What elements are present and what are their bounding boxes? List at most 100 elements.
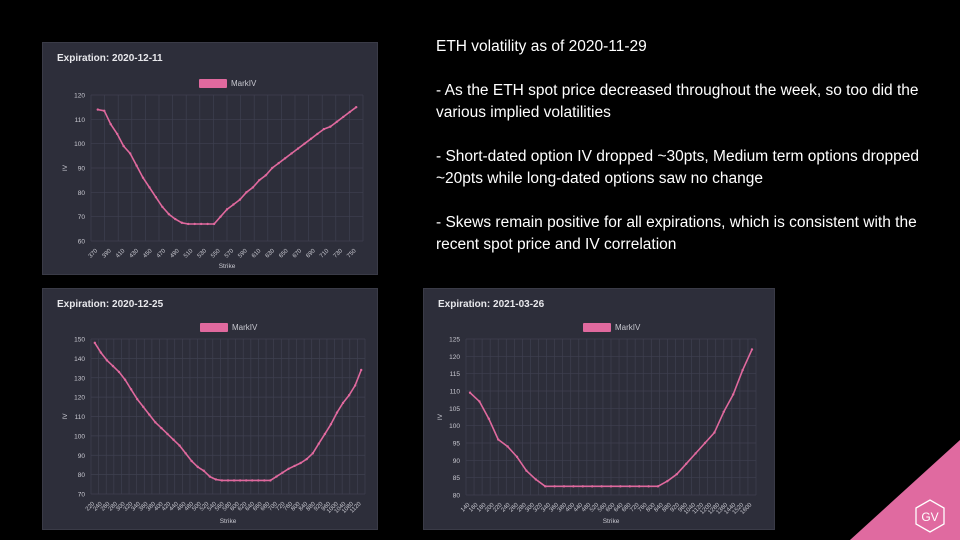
x-tick-label: 560 [214, 501, 226, 513]
x-tick-label: 800 [645, 502, 657, 514]
y-tick-label: 115 [450, 371, 461, 378]
data-point [123, 378, 127, 381]
data-point [202, 469, 205, 472]
data-point [348, 110, 351, 114]
x-tick-label: 510 [183, 248, 195, 260]
data-point [741, 369, 744, 372]
y-tick-label: 105 [449, 406, 460, 413]
data-point [299, 461, 302, 465]
data-point [713, 431, 716, 434]
data-point [647, 485, 650, 488]
y-tick-label: 70 [78, 214, 86, 221]
data-point [347, 393, 351, 397]
data-point [135, 164, 138, 167]
x-tick-label: 700 [268, 501, 280, 513]
y-tick-label: 60 [78, 239, 86, 246]
data-point [317, 442, 321, 445]
y-tick-label: 80 [78, 472, 86, 479]
x-tick-label: 540 [207, 501, 219, 513]
x-tick-label: 920 [313, 501, 325, 513]
x-tick-label: 650 [278, 248, 290, 260]
x-tick-label: 600 [605, 502, 617, 514]
iv-chart-2021-03-26: MarkIV 80 85 90 95 100 105 110 115 120 125 14016018… [437, 323, 757, 525]
x-tick-label: 200 [484, 502, 496, 514]
data-point [103, 109, 106, 113]
x-tick-label: 500 [191, 501, 203, 513]
x-tick-label: 240 [500, 502, 512, 514]
y-tick-label: 110 [75, 117, 86, 124]
data-point [619, 485, 622, 488]
commentary-heading: ETH volatility as of 2020-11-29 [436, 38, 647, 55]
data-point [220, 479, 224, 482]
data-point [311, 452, 314, 455]
data-point [515, 455, 519, 459]
data-point [245, 191, 248, 194]
x-tick-label: 380 [557, 502, 569, 514]
x-tick-label: 620 [237, 501, 249, 513]
y-tick-label: 100 [74, 141, 85, 148]
data-point [703, 441, 707, 445]
data-point [572, 485, 575, 488]
data-point [96, 108, 99, 111]
data-point [478, 400, 481, 403]
y-tick-label: 90 [78, 453, 86, 460]
x-tick-label: 630 [265, 248, 277, 260]
y-tick-label: 85 [453, 475, 461, 482]
data-point [174, 217, 177, 221]
x-tick-label: 570 [224, 248, 236, 260]
x-tick-label: 480 [581, 502, 593, 514]
chart-title: Expiration: 2021-03-26 [438, 299, 545, 310]
x-tick-label: 550 [210, 248, 222, 260]
data-point [322, 127, 326, 131]
x-tick-label: 760 [283, 501, 295, 513]
data-point [225, 208, 229, 211]
data-point [359, 368, 363, 372]
x-tick-label: 670 [292, 248, 304, 260]
y-tick-label: 90 [78, 166, 86, 173]
data-point [206, 222, 209, 226]
data-point [722, 410, 725, 413]
x-tick-label: 840 [653, 502, 665, 514]
data-point [264, 174, 267, 177]
chart-panel-2020-12-11: Expiration: 2020-12-11 MarkIV 60 70 80 90 100… [42, 42, 378, 275]
data-point [335, 120, 339, 123]
x-tick-label: 580 [222, 501, 234, 513]
y-tick-label: 100 [74, 433, 85, 440]
data-point [214, 478, 218, 481]
x-tick-label: 560 [597, 502, 609, 514]
data-point [111, 364, 115, 368]
data-point [128, 152, 132, 155]
y-axis-label: IV [62, 164, 69, 171]
data-point [238, 479, 242, 482]
data-point [468, 391, 472, 394]
data-point [534, 478, 538, 481]
x-tick-label: 690 [305, 248, 317, 260]
x-tick-label: 220 [492, 502, 504, 514]
data-point [666, 479, 669, 483]
data-point [287, 467, 290, 471]
logo-text: GV [921, 510, 938, 524]
x-tick-label: 300 [525, 502, 537, 514]
x-tick-label: 140 [460, 502, 472, 514]
logo-hexagon [915, 499, 945, 533]
y-tick-label: 95 [453, 441, 461, 448]
chart-title: Expiration: 2020-12-25 [57, 299, 164, 310]
data-point [316, 132, 319, 136]
data-point [122, 144, 125, 148]
iv-chart-2020-12-11: MarkIV 60 70 80 90 100 110 120 370 390 410 430 450 47… [62, 79, 364, 270]
x-tick-label: 480 [184, 501, 196, 513]
x-tick-label: 260 [508, 502, 520, 514]
data-point [251, 479, 254, 482]
x-tick-label: 360 [549, 502, 561, 514]
legend-swatch [200, 323, 228, 332]
y-axis-label: IV [62, 413, 69, 420]
data-point [251, 186, 255, 189]
data-point [544, 485, 547, 488]
data-point [172, 438, 175, 441]
data-point [257, 479, 260, 482]
y-axis-label: IV [437, 413, 444, 420]
data-point [219, 215, 222, 218]
data-point [283, 157, 287, 160]
x-tick-label: 370 [88, 248, 100, 260]
data-point [487, 417, 491, 420]
